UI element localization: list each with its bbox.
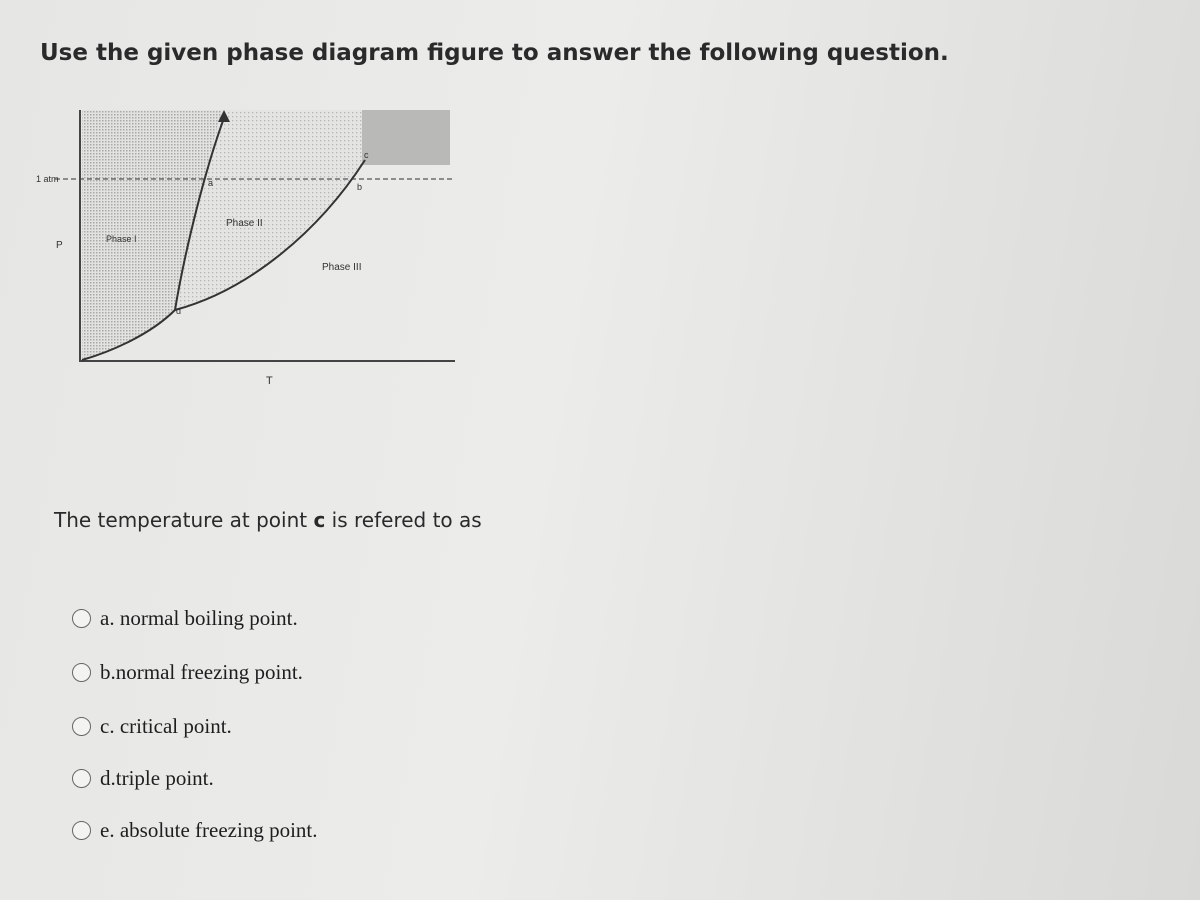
- region-label: Phase II: [226, 218, 263, 229]
- phase-diagram: 1 atm P T Phase I Phase II Phase III a b…: [36, 110, 455, 387]
- point-label: b: [357, 182, 362, 192]
- question-text: The temperature at point: [54, 508, 308, 532]
- option[interactable]: b.normal freezing point.: [72, 660, 303, 685]
- y-axis-label: P: [56, 240, 63, 251]
- option[interactable]: d.triple point.: [72, 766, 214, 791]
- option[interactable]: a. normal boiling point.: [72, 606, 298, 631]
- radio-button[interactable]: [72, 609, 91, 628]
- question: The temperature at point c is refered to…: [54, 508, 482, 532]
- point-label: d: [176, 306, 181, 316]
- option[interactable]: c. critical point.: [72, 714, 232, 739]
- option-text: a. normal boiling point.: [100, 606, 298, 630]
- phase-i-region: [82, 110, 222, 360]
- option[interactable]: e. absolute freezing point.: [72, 818, 318, 843]
- question-emphasis: c: [313, 508, 326, 532]
- phase-ii-region: [175, 110, 365, 310]
- x-axis-label: T: [266, 375, 273, 387]
- option-text: c. critical point.: [100, 714, 232, 738]
- pressure-ref-label: 1 atm: [36, 174, 59, 184]
- arrow-head: [218, 110, 230, 122]
- radio-button[interactable]: [72, 717, 91, 736]
- option-text: e. absolute freezing point.: [100, 818, 318, 842]
- radio-button[interactable]: [72, 769, 91, 788]
- option-text: d.triple point.: [100, 766, 214, 790]
- page-title: Use the given phase diagram figure to an…: [40, 40, 949, 66]
- vaporization-curve: [174, 159, 366, 311]
- option-text: b.normal freezing point.: [100, 660, 303, 684]
- sublimation-curve: [81, 309, 176, 361]
- point-label: a: [208, 178, 213, 188]
- region-label: Phase I: [106, 234, 137, 244]
- region-label: Phase III: [322, 262, 361, 273]
- point-label: c: [364, 150, 369, 160]
- supercritical-box: [362, 110, 450, 165]
- fusion-curve: [174, 117, 225, 311]
- question-text: is refered to as: [331, 508, 482, 532]
- radio-button[interactable]: [72, 663, 91, 682]
- radio-button[interactable]: [72, 821, 91, 840]
